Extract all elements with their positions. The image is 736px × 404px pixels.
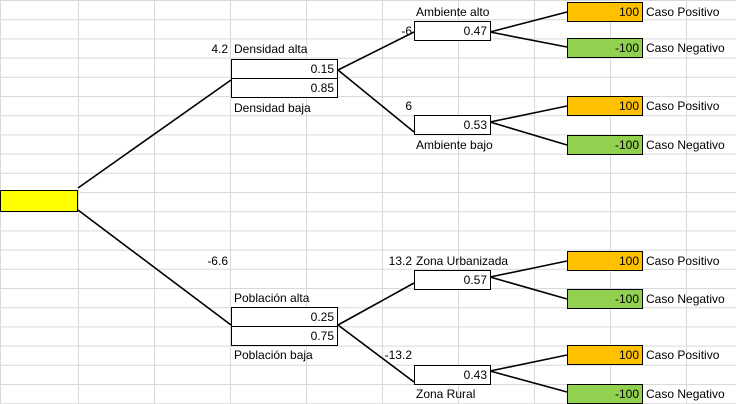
poblacion-baja-label: Población baja [234,348,313,362]
poblacion-alta-probability[interactable]: 0.25 [231,307,338,327]
connector-zona-rural-to-negativo [489,370,568,393]
poblacion-baja-probability[interactable]: 0.75 [231,326,338,346]
zona-urbanizada-label: Zona Urbanizada [416,254,509,268]
zona-rural-positive-label: Caso Positivo [646,348,720,362]
ambiente-alto-expected-value: -6 [401,24,412,38]
connector-ambiente-alto-to-negativo [489,31,568,48]
connector-zona-rural-to-positivo [489,354,568,372]
connector-densidad-to-ambiente-bajo [337,69,415,133]
zona-urbanizada-probability[interactable]: 0.57 [414,270,491,290]
connector-ambiente-bajo-to-positivo [489,105,568,123]
zona-urbanizada-negative-label: Caso Negativo [646,292,725,306]
ambiente-bajo-label: Ambiente bajo [416,138,493,152]
zona-rural-probability[interactable]: 0.43 [414,365,491,385]
connector-poblacion-to-zona-urbanizada [337,282,415,326]
ambiente-alto-negative-value[interactable]: -100 [567,38,643,58]
ambiente-alto-positive-label: Caso Positivo [646,5,720,19]
ambiente-bajo-probability[interactable]: 0.53 [414,115,491,135]
root-node[interactable] [0,190,78,212]
connector-root-to-densidad [77,79,232,189]
connector-densidad-to-ambiente-alto [337,31,415,71]
densidad-alta-probability[interactable]: 0.15 [231,59,338,79]
ambiente-alto-label: Ambiente alto [416,5,490,19]
zona-rural-label: Zona Rural [416,387,476,401]
densidad-expected-value: 4.2 [211,42,228,56]
connector-ambiente-bajo-to-negativo [489,121,568,146]
ambiente-alto-negative-label: Caso Negativo [646,41,725,55]
densidad-alta-label: Densidad alta [234,42,308,56]
poblacion-alta-label: Población alta [234,291,310,305]
zona-urbanizada-expected-value: 13.2 [388,254,412,268]
zona-urbanizada-negative-value[interactable]: -100 [567,289,643,309]
connector-zona-urbanizada-to-positivo [489,260,568,278]
zona-urbanizada-positive-value[interactable]: 100 [567,251,643,271]
poblacion-expected-value: -6.6 [207,254,228,268]
ambiente-alto-positive-value[interactable]: 100 [567,2,643,22]
ambiente-bajo-negative-value[interactable]: -100 [567,135,643,155]
connector-root-to-poblacion [77,209,232,326]
zona-rural-positive-value[interactable]: 100 [567,345,643,365]
densidad-baja-label: Densidad baja [234,101,311,115]
densidad-baja-probability[interactable]: 0.85 [231,78,338,98]
zona-rural-negative-value[interactable]: -100 [567,384,643,404]
ambiente-bajo-positive-value[interactable]: 100 [567,96,643,116]
connector-poblacion-to-zona-rural [337,324,415,383]
connector-ambiente-alto-to-positivo [489,11,568,33]
connector-zona-urbanizada-to-negativo [489,276,568,300]
ambiente-bajo-negative-label: Caso Negativo [646,138,725,152]
zona-rural-expected-value: -13.2 [384,348,412,362]
ambiente-bajo-positive-label: Caso Positivo [646,99,720,113]
zona-urbanizada-positive-label: Caso Positivo [646,254,720,268]
zona-rural-negative-label: Caso Negativo [646,387,725,401]
ambiente-bajo-expected-value: 6 [405,99,412,113]
ambiente-alto-probability[interactable]: 0.47 [414,21,491,41]
